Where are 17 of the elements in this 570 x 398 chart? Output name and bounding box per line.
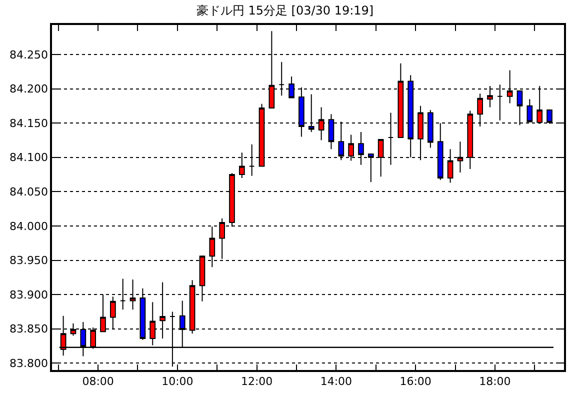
chart-title: 豪ドル円 15分足 [03/30 19:19] [196, 3, 374, 18]
y-tick-label: 84.250 [10, 48, 48, 62]
y-tick-label: 83.850 [10, 322, 48, 336]
y-tick-label: 84.100 [10, 151, 48, 164]
y-tick-label: 84.050 [10, 186, 48, 199]
y-tick-label: 84.200 [10, 82, 48, 96]
x-tick-label: 18:00 [479, 374, 511, 388]
y-tick-label: 84.150 [10, 116, 48, 130]
x-tick-label: 14:00 [320, 374, 352, 388]
y-tick-label: 83.800 [10, 356, 48, 370]
y-tick-label: 83.900 [10, 288, 48, 302]
x-tick-label: 10:00 [162, 374, 194, 388]
y-tick-label: 84.000 [10, 220, 48, 233]
y-tick-label: 83.950 [10, 254, 48, 268]
x-tick-label: 12:00 [240, 374, 273, 388]
x-tick-label: 16:00 [400, 374, 432, 388]
x-tick-label: 08:00 [82, 374, 114, 388]
